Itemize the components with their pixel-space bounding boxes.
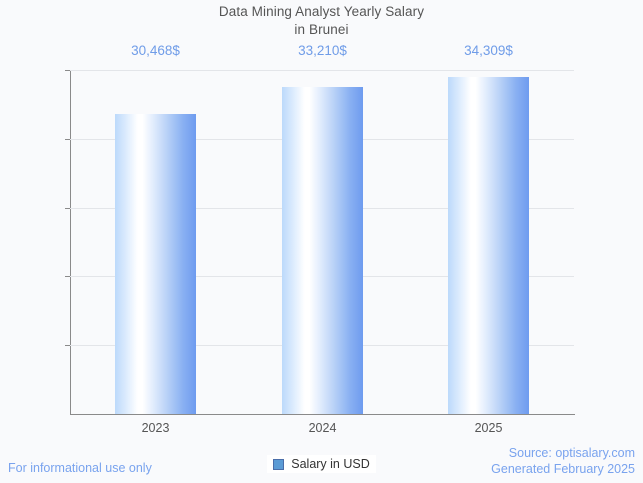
tick-mark-28000 <box>65 138 70 140</box>
y-axis-line <box>70 70 71 415</box>
tick-mark-14000 <box>65 276 70 278</box>
x-axis-line <box>70 414 575 415</box>
legend-label: Salary in USD <box>291 457 370 471</box>
source-block: Source: optisalary.com Generated Februar… <box>491 445 635 477</box>
plot-area: 35000 28000 21000 14000 7000 30,468$ 202… <box>65 44 574 435</box>
chart-title: Data Mining Analyst Yearly Salary in Bru… <box>0 3 643 39</box>
legend-item-salary[interactable]: Salary in USD <box>267 455 376 473</box>
disclaimer-text: For informational use only <box>8 461 152 475</box>
gridline-35000 <box>65 70 574 71</box>
chart-legend: Salary in USD <box>0 455 643 473</box>
bar-value-2025: 34,309$ <box>464 43 513 58</box>
source-text: Source: optisalary.com <box>508 446 635 460</box>
chart-title-line-2: in Brunei <box>294 22 349 37</box>
bar-2024[interactable] <box>282 87 363 414</box>
generated-text: Generated February 2025 <box>491 462 635 476</box>
bar-value-2024: 33,210$ <box>298 43 347 58</box>
chart-title-line-1: Data Mining Analyst Yearly Salary <box>218 4 425 19</box>
bar-2023[interactable] <box>115 114 196 414</box>
tick-mark-7000 <box>65 345 70 347</box>
bar-2025[interactable] <box>448 77 529 414</box>
legend-swatch-icon <box>273 458 285 470</box>
tick-mark-21000 <box>65 207 70 209</box>
x-tick-label-2024: 2024 <box>308 421 337 435</box>
x-tick-label-2025: 2025 <box>474 421 503 435</box>
tick-mark-35000 <box>65 70 70 71</box>
x-tick-label-2023: 2023 <box>141 421 170 435</box>
bar-value-2023: 30,468$ <box>131 43 180 58</box>
